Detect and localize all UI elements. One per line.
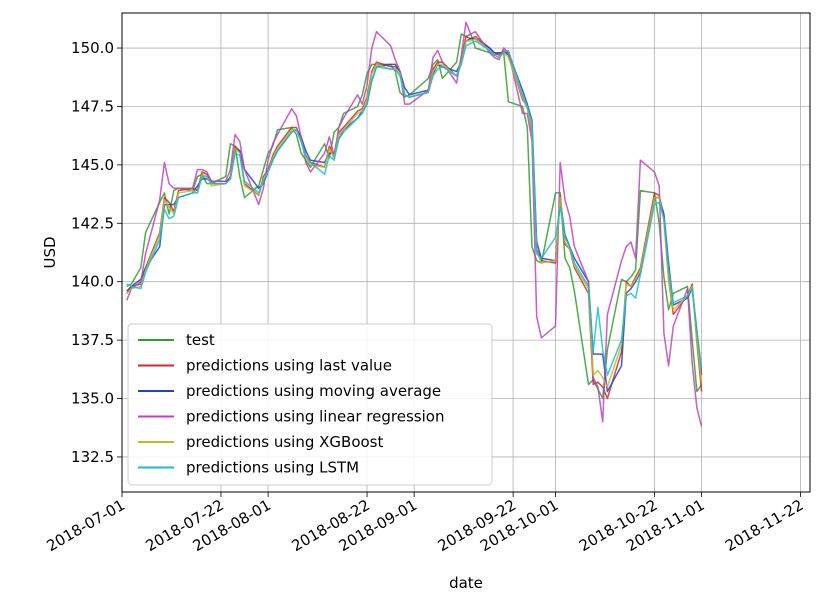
y-tick-label: 140.0 [71,273,114,291]
x-axis-label: date [449,574,483,592]
y-tick-label: 142.5 [71,214,114,232]
series-line-3 [126,21,703,427]
series-line-2 [126,37,703,393]
y-tick-label: 145.0 [71,156,114,174]
y-tick-label: 135.0 [71,390,114,408]
y-axis-label: USD [41,236,59,268]
legend-label-3: predictions using linear regression [186,408,444,426]
x-tick-label: 2018-11-22 [722,496,807,555]
series-line-5 [126,40,703,376]
legend-label-2: predictions using moving average [186,382,441,400]
y-tick-label: 150.0 [71,39,114,57]
legend-label-4: predictions using XGBoost [186,433,383,451]
axes-frame [121,12,811,493]
legend-label-5: predictions using LSTM [186,459,359,477]
legend-label-0: test [186,331,215,349]
y-tick-label: 147.5 [71,97,114,115]
y-tick-label: 132.5 [71,448,114,466]
legend-label-1: predictions using last value [186,357,392,375]
y-tick-label: 137.5 [71,331,114,349]
x-tick-label: 2018-07-01 [43,496,128,555]
legend-box [127,323,493,486]
